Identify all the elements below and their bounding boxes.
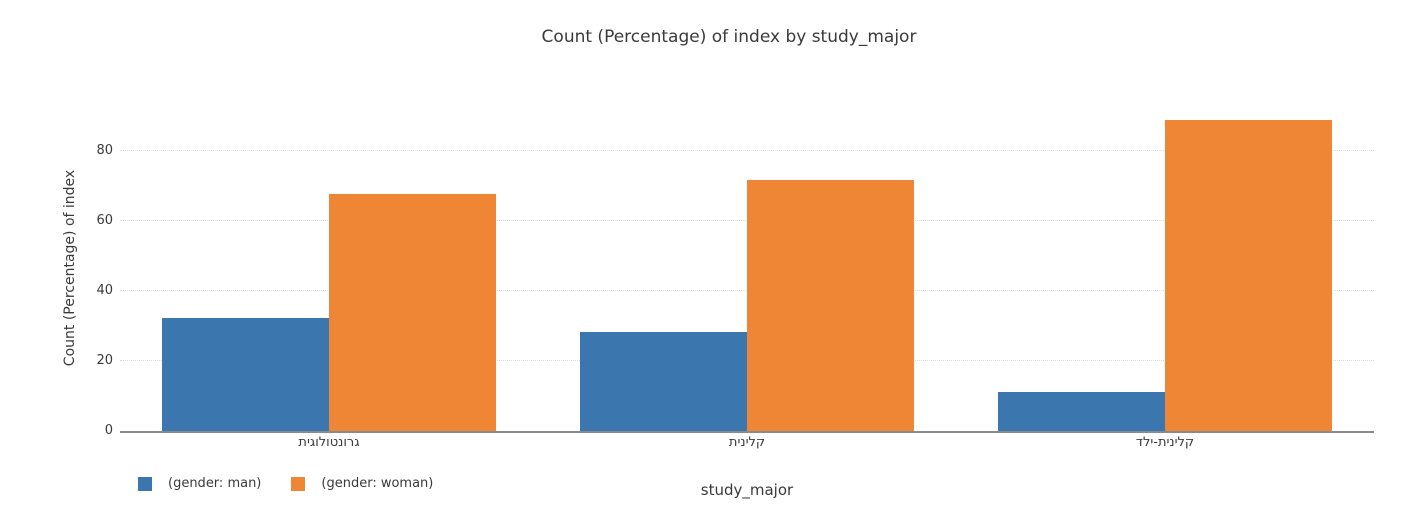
bar-woman: [1165, 119, 1332, 431]
legend-item: (gender: woman): [291, 476, 433, 491]
bar-group: קלינית: [538, 109, 956, 450]
legend-swatch: [138, 476, 152, 491]
bar-woman: [747, 180, 914, 431]
x-category-label: קלינית: [728, 435, 766, 450]
bar-group: גרונטולוגית: [120, 109, 538, 450]
x-category-label: קלינית-ילד: [1135, 435, 1195, 450]
bar-man: [162, 318, 329, 431]
legend-swatch: [291, 476, 306, 491]
bar-man: [580, 331, 747, 431]
bar-woman: [329, 193, 496, 431]
y-axis-label: Count (Percentage) of index: [62, 169, 78, 367]
chart-title: Count (Percentage) of index by study_maj…: [541, 27, 917, 47]
plot-area: גרונטולוגית קלינית קלינית-ילד: [120, 109, 1374, 450]
y-tick-label: 40: [96, 283, 113, 298]
y-tick-label: 0: [104, 423, 113, 438]
y-tick-label: 20: [96, 353, 113, 368]
legend-label: (gender: man): [168, 476, 262, 491]
y-tick-label: 60: [96, 213, 113, 228]
gridline: [120, 150, 1374, 151]
x-category-label: גרונטולוגית: [298, 435, 360, 450]
y-tick-label: 80: [96, 143, 113, 158]
x-axis-label: study_major: [700, 481, 794, 499]
legend-label: (gender: woman): [321, 476, 434, 491]
bar-man: [998, 392, 1165, 431]
legend: (gender: man) (gender: woman): [138, 476, 433, 491]
legend-item: (gender: man): [138, 476, 261, 491]
bar-group: קלינית-ילד: [956, 109, 1374, 450]
